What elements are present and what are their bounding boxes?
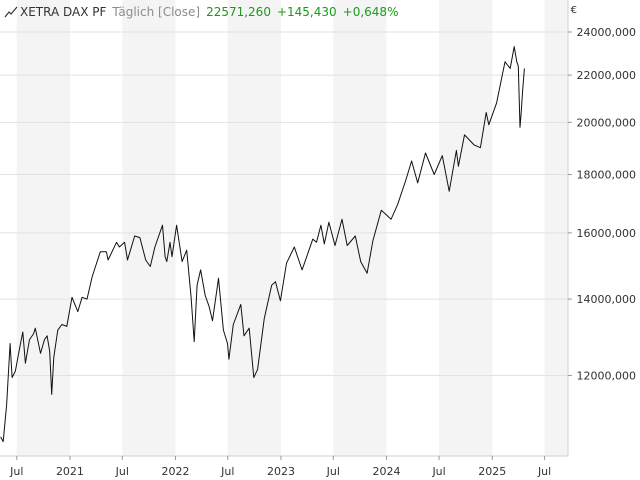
line-chart-icon <box>4 6 18 18</box>
period-band <box>122 0 176 456</box>
series-layer <box>0 46 525 443</box>
x-tick-label: Jul <box>115 465 129 478</box>
y-tick-label: 18000,000 <box>577 169 637 182</box>
x-tick-label: Jul <box>9 465 23 478</box>
x-tick-label: Jul <box>431 465 445 478</box>
month-bands <box>16 0 568 456</box>
x-tick-label: 2025 <box>478 465 506 478</box>
y-tick-label: 12000,000 <box>577 369 637 382</box>
x-tick-label: 2024 <box>372 465 400 478</box>
y-tick-label: 16000,000 <box>577 227 637 240</box>
period-band <box>439 0 493 456</box>
x-tick-label: Jul <box>326 465 340 478</box>
price-change-percent: +0,648% <box>342 5 399 19</box>
period-band <box>544 0 568 456</box>
period-band <box>333 0 387 456</box>
instrument-name: XETRA DAX PF <box>20 5 107 19</box>
y-tick-label: 14000,000 <box>577 293 637 306</box>
last-price: 22571,260 <box>206 5 271 19</box>
x-tick-label: 2021 <box>56 465 84 478</box>
period-label: Täglich [Close] <box>112 5 201 19</box>
y-tick-label: 22000,000 <box>577 69 637 82</box>
x-tick-labels: Jul 2021 Jul 2022 Jul 2023 Jul 2024 Jul 2025 Jul <box>9 456 551 478</box>
x-tick-label: 2022 <box>161 465 189 478</box>
y-tick-label: 24000,000 <box>577 26 637 39</box>
x-tick-label: 2023 <box>267 465 295 478</box>
period-band <box>16 0 70 456</box>
period-band <box>227 0 281 456</box>
x-tick-label: Jul <box>220 465 234 478</box>
series-line <box>0 46 525 443</box>
currency-label: € <box>570 5 577 16</box>
y-tick-labels: 12000,000 14000,000 16000,000 18000,000 2000… <box>568 26 636 382</box>
price-change: +145,430 <box>276 5 337 19</box>
y-tick-label: 20000,000 <box>577 116 637 129</box>
x-tick-label: Jul <box>537 465 551 478</box>
gridlines <box>0 31 568 376</box>
chart-header: XETRA DAX PF Täglich [Close] 22571,260 +… <box>4 3 404 21</box>
